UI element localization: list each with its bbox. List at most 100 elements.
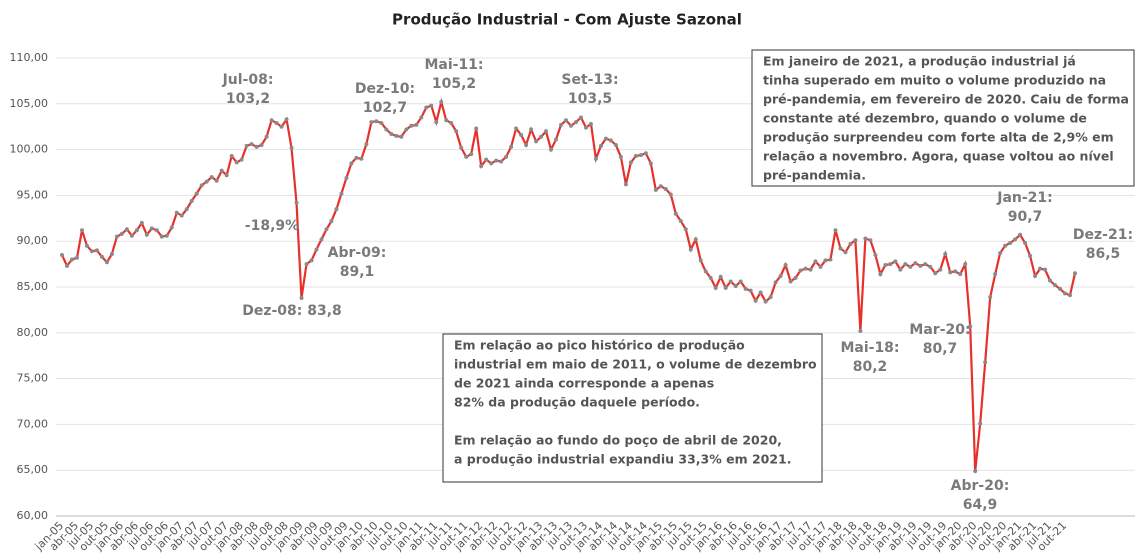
point bbox=[199, 183, 204, 188]
point bbox=[778, 274, 783, 279]
point bbox=[94, 248, 99, 253]
point bbox=[314, 247, 319, 252]
point bbox=[963, 262, 968, 267]
point bbox=[479, 164, 484, 169]
point bbox=[294, 200, 299, 205]
point bbox=[823, 258, 828, 263]
point bbox=[748, 288, 753, 293]
note-text: de 2021 ainda corresponde a apenas bbox=[454, 376, 714, 391]
point bbox=[968, 324, 973, 329]
point bbox=[958, 272, 963, 277]
point bbox=[559, 122, 564, 127]
point bbox=[489, 161, 494, 166]
point bbox=[713, 285, 718, 290]
point bbox=[434, 120, 439, 125]
annotation: -18,9% bbox=[245, 218, 299, 234]
point bbox=[673, 211, 678, 216]
note-box bbox=[751, 49, 1135, 187]
point bbox=[1038, 266, 1043, 271]
point bbox=[763, 299, 768, 304]
point bbox=[194, 191, 199, 196]
point bbox=[853, 238, 858, 243]
point bbox=[653, 187, 658, 192]
point bbox=[74, 255, 79, 260]
point bbox=[284, 117, 289, 122]
point bbox=[549, 147, 554, 152]
point bbox=[758, 290, 763, 295]
point bbox=[833, 228, 838, 233]
point bbox=[274, 121, 279, 126]
annotation: Abr-09: bbox=[328, 245, 387, 261]
point bbox=[119, 231, 124, 236]
point bbox=[209, 175, 214, 180]
point bbox=[893, 259, 898, 264]
point bbox=[768, 295, 773, 300]
point bbox=[504, 154, 509, 159]
annotation: Abr-20: bbox=[951, 478, 1010, 494]
point bbox=[469, 152, 474, 157]
point bbox=[229, 154, 234, 159]
point bbox=[1063, 291, 1068, 296]
point bbox=[534, 139, 539, 144]
point bbox=[1023, 241, 1028, 246]
point bbox=[923, 262, 928, 267]
point bbox=[873, 252, 878, 257]
point bbox=[64, 263, 69, 268]
point bbox=[224, 173, 229, 178]
point bbox=[703, 269, 708, 274]
point bbox=[109, 252, 114, 257]
point bbox=[299, 295, 304, 300]
point bbox=[608, 138, 613, 143]
y-tick-label: 110,00 bbox=[10, 51, 49, 64]
note-text: a produção industrial expandiu 33,3% em … bbox=[454, 452, 792, 467]
point bbox=[449, 121, 454, 126]
point bbox=[544, 129, 549, 134]
point bbox=[384, 127, 389, 132]
point bbox=[524, 143, 529, 148]
point bbox=[354, 155, 359, 160]
point bbox=[668, 192, 673, 197]
point bbox=[583, 125, 588, 130]
point bbox=[573, 120, 578, 125]
point bbox=[279, 124, 284, 129]
point bbox=[948, 270, 953, 275]
point bbox=[1073, 271, 1077, 276]
point bbox=[474, 126, 479, 131]
annotation: 102,7 bbox=[363, 100, 407, 116]
point bbox=[1013, 237, 1018, 242]
point bbox=[618, 154, 623, 159]
point bbox=[788, 279, 793, 284]
point bbox=[883, 263, 888, 268]
point bbox=[444, 118, 449, 123]
point bbox=[918, 263, 923, 268]
point bbox=[144, 232, 149, 237]
point bbox=[1043, 267, 1048, 272]
point bbox=[269, 118, 274, 123]
note-text: relação a novembro. Agora, quase voltou … bbox=[763, 149, 1114, 164]
point bbox=[848, 241, 853, 246]
point bbox=[1008, 241, 1013, 246]
annotation: Jul-08: bbox=[222, 72, 274, 88]
point bbox=[783, 263, 788, 268]
y-tick-label: 95,00 bbox=[17, 188, 49, 201]
annotation: Dez-08: 83,8 bbox=[242, 303, 342, 319]
point bbox=[309, 258, 314, 263]
point bbox=[554, 137, 559, 142]
point bbox=[104, 260, 109, 265]
annotation: 89,1 bbox=[340, 264, 375, 280]
point bbox=[888, 262, 893, 267]
point bbox=[374, 119, 379, 124]
annotation: 103,2 bbox=[226, 91, 270, 107]
annotation: 64,9 bbox=[963, 497, 998, 513]
point bbox=[633, 154, 638, 159]
point bbox=[803, 266, 808, 271]
point bbox=[698, 258, 703, 263]
point bbox=[1053, 283, 1058, 288]
point bbox=[728, 279, 733, 284]
point bbox=[593, 156, 598, 161]
point bbox=[743, 286, 748, 291]
point bbox=[898, 267, 903, 272]
point bbox=[484, 157, 489, 162]
annotation: 80,2 bbox=[853, 359, 888, 375]
point bbox=[863, 236, 868, 241]
